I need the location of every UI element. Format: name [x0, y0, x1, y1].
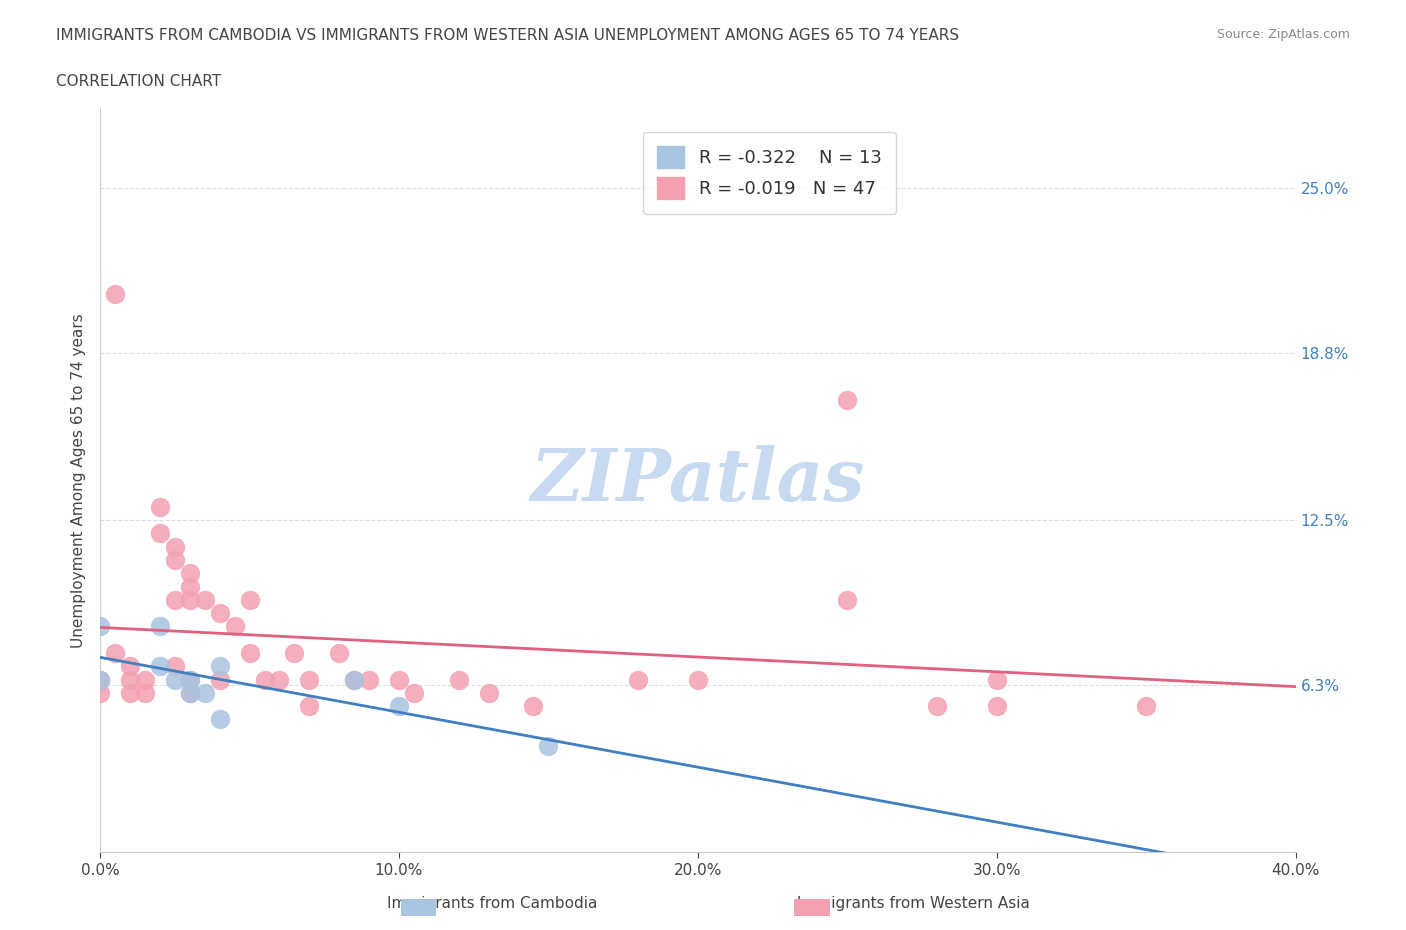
- Point: [179, 592, 201, 607]
- Point: [163, 658, 186, 673]
- Point: [238, 592, 260, 607]
- Point: [208, 658, 231, 673]
- Point: [134, 672, 156, 687]
- Text: Source: ZipAtlas.com: Source: ZipAtlas.com: [1216, 28, 1350, 41]
- Point: [118, 672, 141, 687]
- Point: [238, 645, 260, 660]
- Point: [986, 698, 1008, 713]
- Point: [224, 619, 246, 634]
- Point: [343, 672, 366, 687]
- Point: [104, 645, 127, 660]
- Point: [343, 672, 366, 687]
- Point: [194, 592, 217, 607]
- Point: [208, 672, 231, 687]
- Point: [89, 672, 111, 687]
- Text: IMMIGRANTS FROM CAMBODIA VS IMMIGRANTS FROM WESTERN ASIA UNEMPLOYMENT AMONG AGES: IMMIGRANTS FROM CAMBODIA VS IMMIGRANTS F…: [56, 28, 959, 43]
- Point: [986, 672, 1008, 687]
- Point: [134, 685, 156, 700]
- Point: [89, 672, 111, 687]
- Point: [627, 672, 650, 687]
- Point: [837, 393, 859, 408]
- Point: [328, 645, 350, 660]
- Text: ZIPatlas: ZIPatlas: [531, 445, 865, 516]
- Legend: R = -0.322    N = 13, R = -0.019   N = 47: R = -0.322 N = 13, R = -0.019 N = 47: [643, 132, 896, 214]
- Point: [149, 658, 172, 673]
- Point: [269, 672, 291, 687]
- Point: [1135, 698, 1157, 713]
- Point: [402, 685, 425, 700]
- Point: [298, 698, 321, 713]
- Point: [208, 605, 231, 620]
- Point: [163, 672, 186, 687]
- Point: [149, 619, 172, 634]
- Point: [179, 579, 201, 594]
- Point: [194, 685, 217, 700]
- Point: [447, 672, 470, 687]
- Point: [149, 499, 172, 514]
- Point: [163, 592, 186, 607]
- Point: [118, 685, 141, 700]
- Point: [388, 698, 411, 713]
- Point: [522, 698, 544, 713]
- Y-axis label: Unemployment Among Ages 65 to 74 years: Unemployment Among Ages 65 to 74 years: [72, 312, 86, 647]
- Point: [163, 552, 186, 567]
- Point: [179, 565, 201, 580]
- Point: [104, 286, 127, 301]
- Point: [208, 712, 231, 727]
- Point: [179, 685, 201, 700]
- Point: [359, 672, 381, 687]
- Point: [118, 658, 141, 673]
- Point: [537, 738, 560, 753]
- Text: CORRELATION CHART: CORRELATION CHART: [56, 74, 221, 89]
- Point: [478, 685, 501, 700]
- Point: [298, 672, 321, 687]
- Point: [89, 685, 111, 700]
- Text: Immigrants from Cambodia: Immigrants from Cambodia: [387, 897, 598, 911]
- Point: [179, 685, 201, 700]
- Point: [89, 619, 111, 634]
- Point: [388, 672, 411, 687]
- Point: [253, 672, 276, 687]
- Text: Immigrants from Western Asia: Immigrants from Western Asia: [797, 897, 1031, 911]
- Point: [686, 672, 709, 687]
- Point: [179, 672, 201, 687]
- Point: [837, 592, 859, 607]
- Point: [283, 645, 305, 660]
- Point: [179, 672, 201, 687]
- Point: [163, 539, 186, 554]
- Point: [149, 526, 172, 541]
- Point: [925, 698, 948, 713]
